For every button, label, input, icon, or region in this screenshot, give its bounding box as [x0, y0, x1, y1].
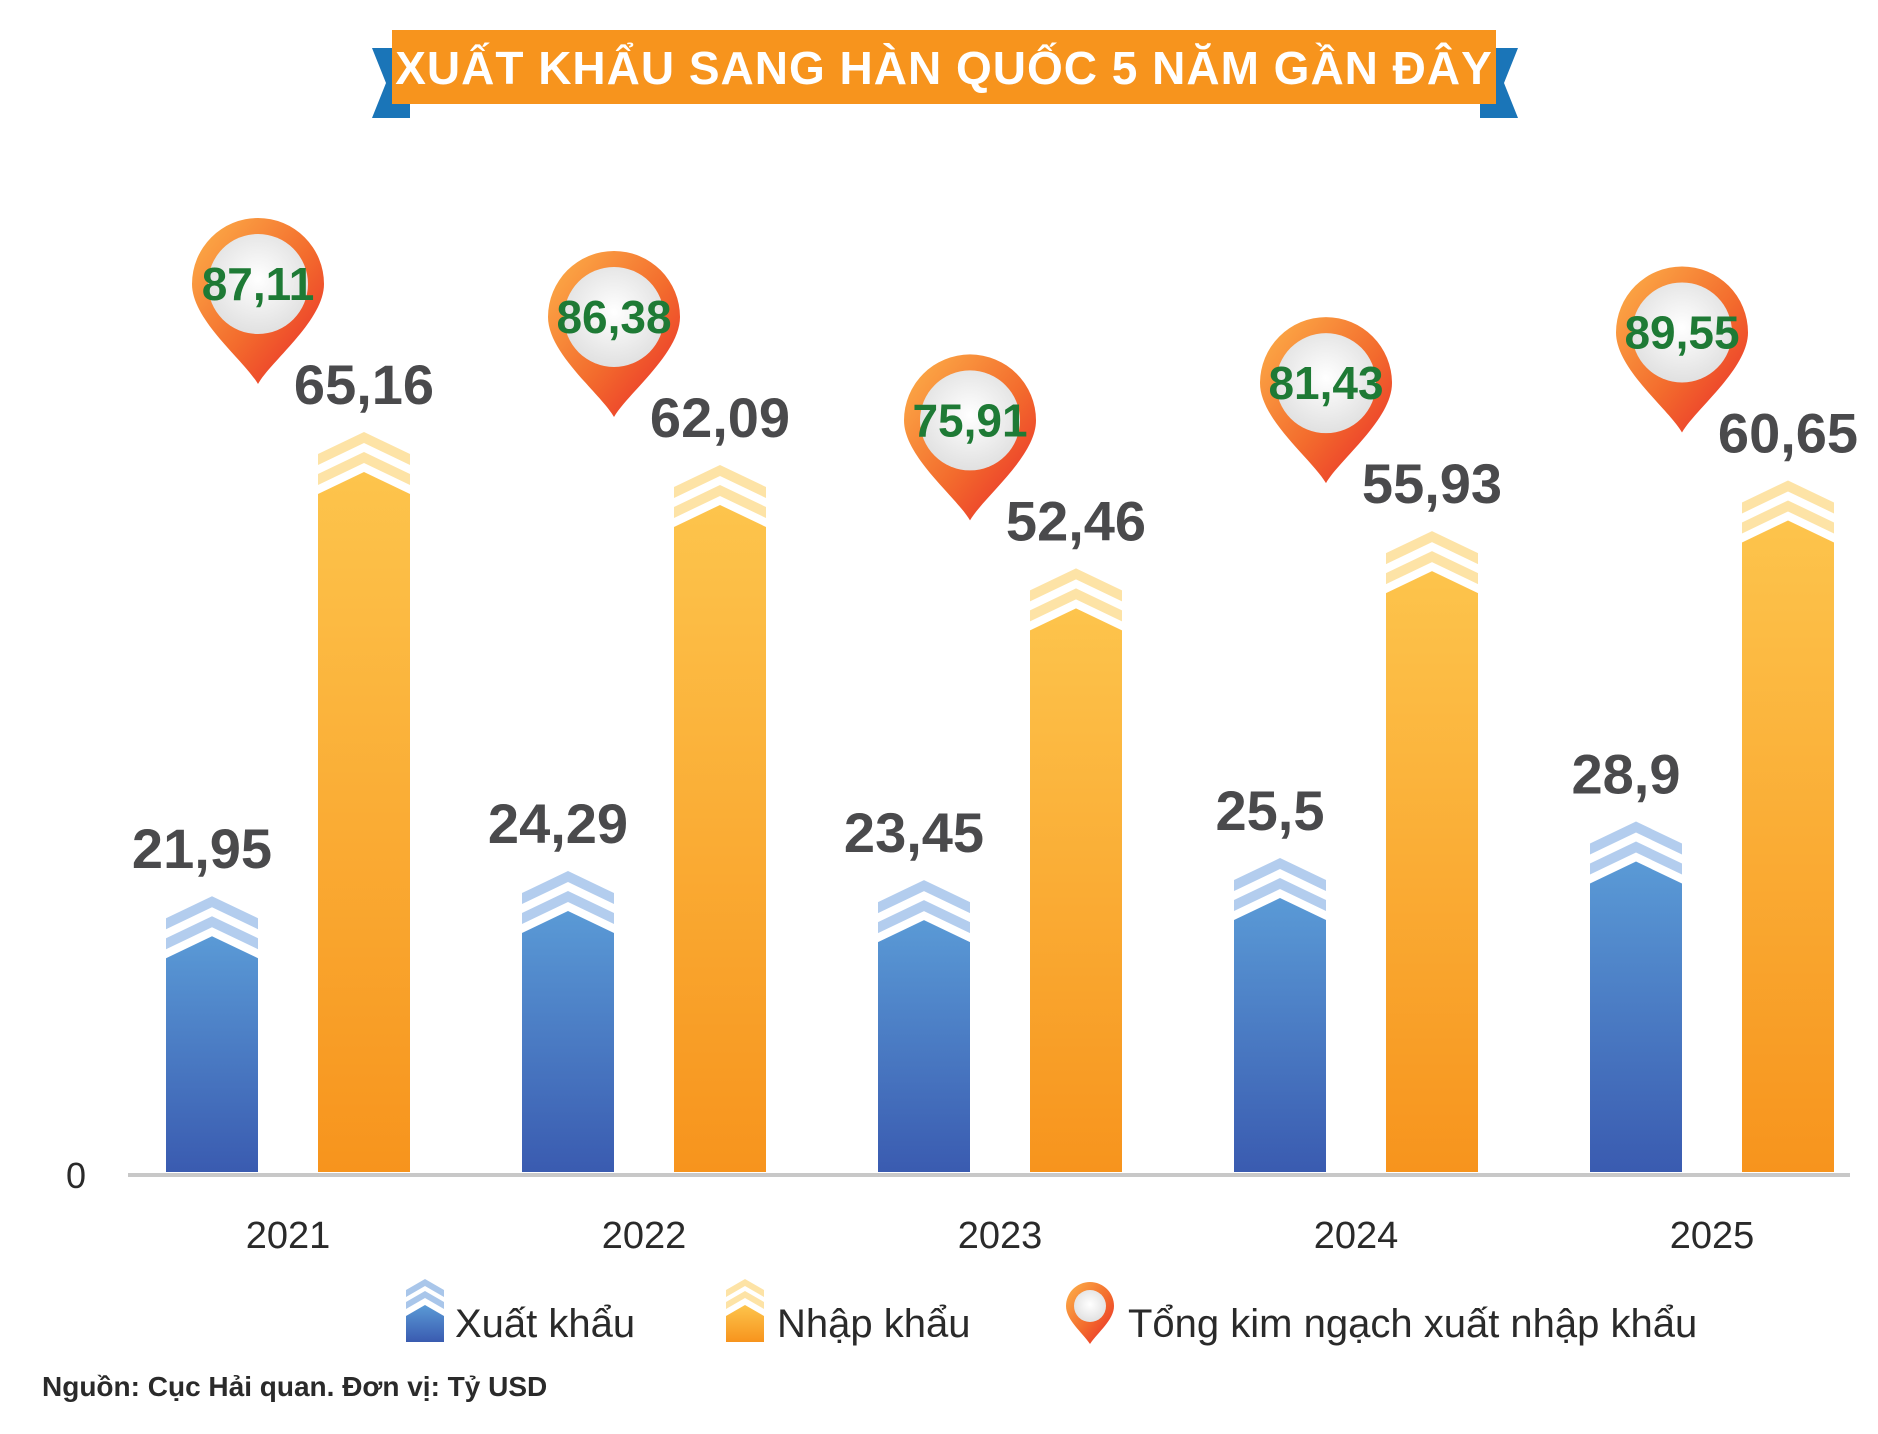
legend-total-pin-inner	[1074, 1290, 1106, 1322]
total-pin-2023: 75,91	[904, 354, 1036, 521]
export-bar-2023	[878, 920, 970, 1172]
x-tick-label-2024: 2024	[1314, 1215, 1399, 1257]
x-tick-label-2023: 2023	[958, 1215, 1043, 1257]
legend: Xuất khẩu Nhập khẩu Tổng kim ngạch xuất …	[406, 1279, 1697, 1346]
total-pin-inner-2022	[564, 266, 664, 367]
total-pin-inner-2025	[1632, 282, 1732, 383]
import-value-label-2025: 60,65	[1718, 401, 1858, 464]
bars-layer: 21,95 65,16 2021 24,29 62,09 2022 23,45 52,46 20…	[132, 353, 1858, 1257]
total-pin-2022: 86,38	[548, 250, 680, 417]
total-value-label-2025: 89,55	[1624, 306, 1739, 358]
total-pin-2025: 89,55	[1616, 266, 1748, 433]
legend-export-label: Xuất khẩu	[455, 1302, 635, 1346]
total-value-label-2021: 87,11	[202, 258, 315, 310]
import-chevron-1-2025	[1742, 500, 1834, 534]
legend-export-chevron-1	[406, 1279, 444, 1297]
export-chevron-1-2021	[166, 916, 258, 950]
total-value-label-2023: 75,91	[912, 394, 1027, 446]
import-chevron-2-2022	[674, 464, 766, 498]
import-bar-2021	[318, 472, 410, 1172]
total-pin-2024: 81,43	[1260, 317, 1392, 484]
legend-export-block	[406, 1305, 444, 1342]
chart-title: XUẤT KHẨU SANG HÀN QUỐC 5 NĂM GẦN ĐÂY	[395, 42, 1493, 94]
import-chevron-1-2023	[1030, 588, 1122, 622]
legend-total-label: Tổng kim ngạch xuất nhập khẩu	[1128, 1302, 1697, 1346]
export-value-label-2025: 28,9	[1572, 743, 1681, 806]
total-pin-2021: 87,11	[192, 218, 324, 384]
import-bar-2024	[1386, 571, 1478, 1172]
import-chevron-2-2021	[318, 432, 410, 465]
total-value-label-2022: 86,38	[556, 291, 671, 343]
export-bar-2022	[522, 911, 614, 1172]
import-chevron-1-2021	[318, 452, 410, 485]
export-chevron-1-2024	[1234, 878, 1326, 912]
legend-import-chevron-2	[726, 1291, 764, 1309]
import-chevron-1-2024	[1386, 551, 1478, 585]
import-chevron-2-2023	[1030, 568, 1122, 602]
title-band	[392, 30, 1496, 104]
export-chevron-1-2022	[522, 891, 614, 925]
import-chevron-2-2025	[1742, 480, 1834, 514]
legend-import-chevron-1	[726, 1279, 764, 1297]
legend-import-swatch	[726, 1279, 764, 1342]
import-value-label-2021: 65,16	[294, 353, 434, 416]
import-value-label-2023: 52,46	[1006, 489, 1146, 552]
legend-import-block	[726, 1305, 764, 1342]
x-tick-label-2025: 2025	[1670, 1215, 1755, 1257]
title-banner: XUẤT KHẨU SANG HÀN QUỐC 5 NĂM GẦN ĐÂY	[372, 30, 1518, 118]
total-pin-inner-2021	[208, 234, 308, 334]
export-bar-2021	[166, 936, 258, 1172]
export-chevron-2-2024	[1234, 858, 1326, 892]
import-value-label-2022: 62,09	[650, 386, 790, 449]
import-value-label-2024: 55,93	[1362, 452, 1502, 515]
y-zero-label: 0	[66, 1155, 86, 1196]
export-value-label-2022: 24,29	[488, 792, 628, 855]
import-chevron-2-2024	[1386, 531, 1478, 565]
x-tick-label-2022: 2022	[602, 1215, 687, 1257]
import-bar-2022	[674, 504, 766, 1172]
x-tick-label-2021: 2021	[246, 1215, 331, 1257]
source-note: Nguồn: Cục Hải quan. Đơn vị: Tỷ USD	[42, 1371, 547, 1402]
export-bar-2024	[1234, 898, 1326, 1172]
total-pin-inner-2023	[920, 370, 1020, 471]
export-chevron-2-2021	[166, 896, 258, 930]
export-value-label-2021: 21,95	[132, 817, 272, 880]
export-chevron-2-2023	[878, 880, 970, 914]
export-chevron-2-2022	[522, 871, 614, 905]
export-chevron-1-2023	[878, 900, 970, 934]
import-chevron-1-2022	[674, 484, 766, 518]
legend-export-swatch	[406, 1279, 444, 1342]
import-bar-2023	[1030, 608, 1122, 1172]
export-bar-2025	[1590, 861, 1682, 1172]
pins-layer: 87,11 86,38 75,91 81,43 89,55	[192, 218, 1748, 521]
total-value-label-2024: 81,43	[1268, 357, 1383, 409]
export-value-label-2023: 23,45	[844, 801, 984, 864]
total-pin-inner-2024	[1276, 333, 1376, 434]
export-chevron-2-2025	[1590, 821, 1682, 855]
export-value-label-2024: 25,5	[1216, 779, 1325, 842]
legend-total-pin-icon	[1066, 1282, 1114, 1344]
legend-export-chevron-2	[406, 1291, 444, 1309]
import-bar-2025	[1742, 520, 1834, 1172]
export-chevron-1-2025	[1590, 841, 1682, 875]
legend-import-label: Nhập khẩu	[777, 1302, 970, 1346]
